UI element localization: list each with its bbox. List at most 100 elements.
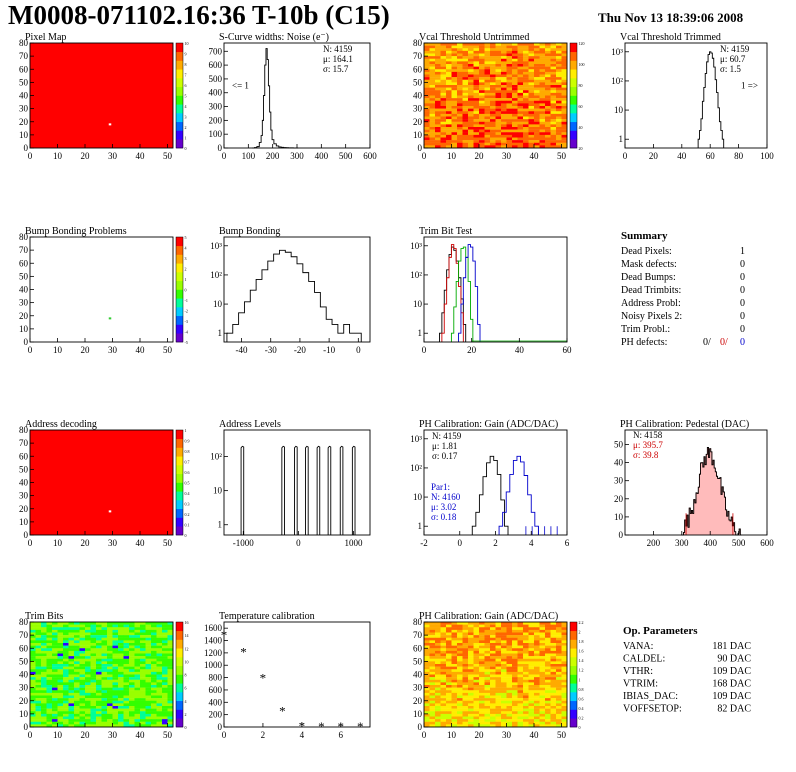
heatmap-cell bbox=[528, 108, 535, 112]
heatmap-cell bbox=[490, 100, 496, 104]
heatmap-cell bbox=[550, 687, 557, 691]
dead-pixel-marker bbox=[108, 123, 112, 126]
heatmap-cell bbox=[145, 656, 152, 659]
heatmap-cell bbox=[495, 58, 502, 62]
heatmap-cell bbox=[539, 106, 546, 109]
heatmap-cell bbox=[35, 650, 42, 654]
heatmap-cell bbox=[140, 658, 146, 662]
colorbar-tick-label: 6 bbox=[185, 686, 187, 691]
x-tick-label: 40 bbox=[136, 345, 146, 355]
heatmap-cell bbox=[561, 119, 568, 122]
heatmap-cell bbox=[517, 674, 524, 678]
heatmap-cell bbox=[506, 711, 513, 715]
x-tick-label: 2 bbox=[493, 538, 498, 548]
heatmap-cell bbox=[490, 692, 496, 696]
y-tick-label: 100 bbox=[209, 129, 223, 139]
heatmap-cell bbox=[506, 671, 513, 675]
heatmap-cell bbox=[501, 87, 507, 91]
op-param-label: CALDEL: bbox=[623, 654, 665, 665]
colorbar-frame bbox=[175, 429, 184, 536]
heatmap-cell bbox=[90, 711, 97, 715]
heatmap-cell bbox=[556, 645, 562, 649]
heatmap-cell bbox=[140, 635, 146, 638]
heatmap-cell bbox=[534, 703, 540, 707]
heatmap-cell bbox=[74, 716, 80, 720]
heatmap-cell bbox=[68, 708, 75, 712]
heatmap-cell bbox=[534, 653, 540, 657]
heatmap-cell bbox=[429, 56, 436, 59]
y-tick-label: 40 bbox=[413, 91, 423, 101]
heatmap-cell bbox=[68, 622, 75, 625]
heatmap-cell bbox=[523, 674, 529, 678]
heatmap-cell bbox=[429, 58, 436, 62]
heatmap-cell bbox=[429, 713, 436, 717]
heatmap-cell bbox=[118, 695, 124, 699]
heatmap-cell bbox=[490, 127, 496, 130]
heatmap-cell bbox=[545, 142, 551, 146]
heatmap-cell bbox=[490, 661, 496, 665]
summary-value: 0/ bbox=[720, 337, 728, 348]
heatmap-cell bbox=[96, 669, 102, 673]
heatmap-cell bbox=[162, 622, 168, 625]
heatmap-cell bbox=[561, 706, 568, 709]
heatmap-cell bbox=[145, 671, 152, 675]
heatmap-cell bbox=[556, 48, 562, 52]
heatmap-cell bbox=[145, 677, 152, 680]
heatmap-cell bbox=[96, 674, 102, 678]
heatmap-cell bbox=[440, 127, 447, 130]
x-tick-label: 20 bbox=[81, 538, 91, 548]
heatmap-cell bbox=[468, 79, 474, 83]
x-tick-label: 0 bbox=[222, 151, 227, 161]
heatmap-cell bbox=[523, 108, 529, 112]
heatmap-cell bbox=[118, 643, 124, 646]
heatmap-cell bbox=[107, 627, 113, 631]
heatmap-cell bbox=[473, 690, 480, 694]
heatmap-cell bbox=[501, 113, 507, 117]
heatmap-cell bbox=[539, 43, 546, 46]
heatmap-cell bbox=[424, 145, 430, 149]
heatmap-cell bbox=[101, 708, 108, 712]
heatmap-cell bbox=[446, 127, 452, 130]
heatmap-cell bbox=[429, 669, 436, 673]
heatmap-cell bbox=[451, 137, 458, 141]
heatmap-cell bbox=[118, 656, 124, 659]
heatmap-cell bbox=[545, 64, 551, 67]
heatmap-cell bbox=[545, 61, 551, 65]
heatmap-cell bbox=[101, 624, 108, 628]
colorbar-segment bbox=[176, 272, 183, 282]
heatmap-cell bbox=[501, 640, 507, 644]
heatmap-cell bbox=[451, 721, 458, 725]
stats-rms: σ: 39.8 bbox=[633, 450, 659, 460]
heatmap-cell bbox=[495, 679, 502, 683]
heatmap-cell bbox=[512, 664, 518, 667]
heatmap-cell bbox=[506, 700, 513, 704]
heatmap-cell bbox=[424, 627, 430, 631]
heatmap-cell bbox=[156, 674, 163, 678]
dead-pixel-marker bbox=[108, 510, 112, 513]
heatmap-cell bbox=[561, 69, 568, 73]
heatmap-cell bbox=[523, 74, 529, 78]
heatmap-cell bbox=[517, 637, 524, 641]
heatmap-cell bbox=[440, 145, 447, 149]
heatmap-cell bbox=[435, 677, 441, 680]
heatmap-cell bbox=[156, 664, 163, 667]
heatmap-cell bbox=[446, 656, 452, 659]
plot-title: Temperature calibration bbox=[219, 611, 315, 622]
heatmap-cell bbox=[550, 721, 557, 725]
heatmap-cell bbox=[561, 687, 568, 691]
heatmap-cell bbox=[468, 674, 474, 678]
colorbar-tick-label: 12 bbox=[185, 646, 189, 651]
heatmap-cell bbox=[506, 108, 513, 112]
heatmap-cell bbox=[156, 622, 163, 625]
heatmap-cell bbox=[162, 690, 168, 694]
colorbar-segment bbox=[570, 622, 577, 632]
heatmap-cell bbox=[556, 111, 562, 115]
heatmap-cell bbox=[90, 669, 97, 673]
heatmap-cell bbox=[517, 677, 524, 680]
stats-entries: N: 4159 bbox=[432, 431, 462, 441]
heatmap-cell bbox=[550, 708, 557, 712]
heatmap-cell bbox=[539, 661, 546, 665]
heatmap-cell bbox=[30, 687, 36, 691]
heatmap-cell bbox=[429, 85, 436, 88]
heatmap-cell bbox=[501, 669, 507, 673]
